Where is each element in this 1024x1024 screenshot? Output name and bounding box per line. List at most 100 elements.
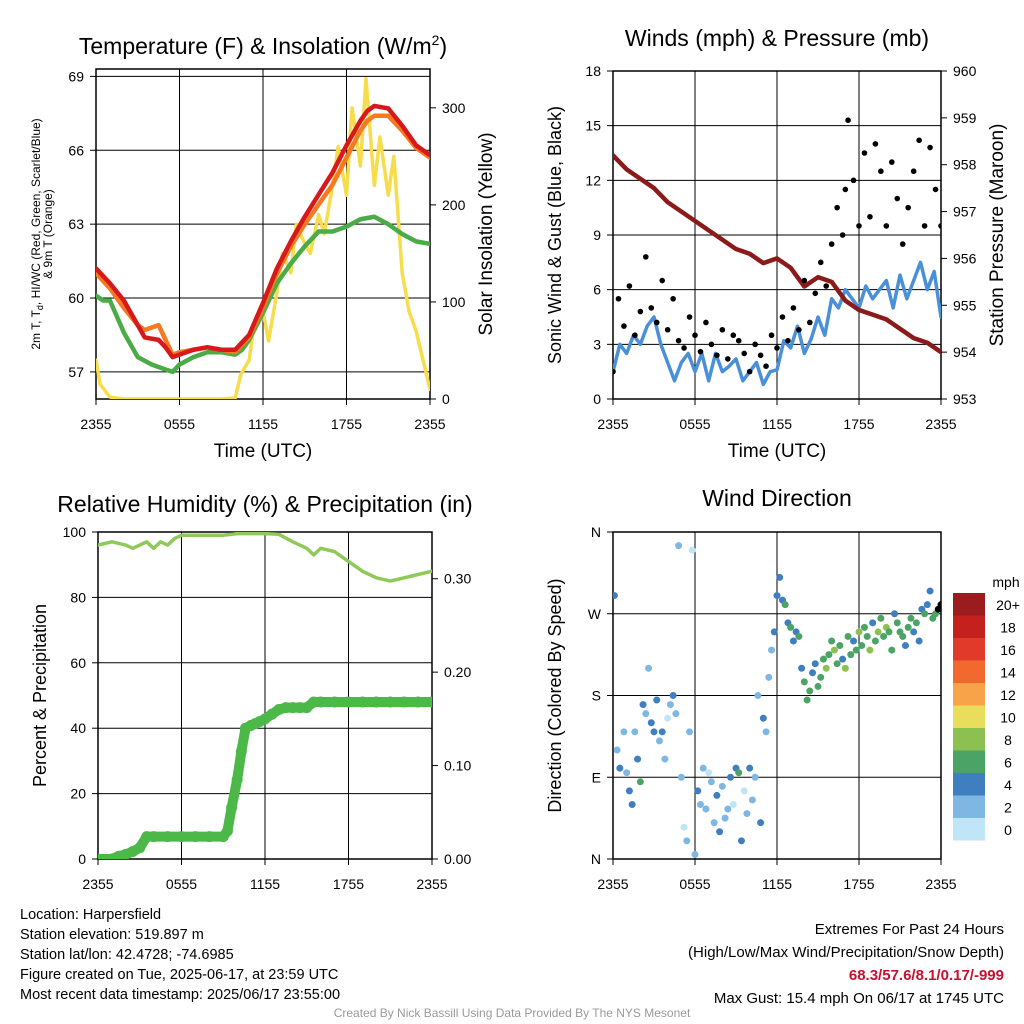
dir-direction-point: [680, 823, 688, 831]
wind-y2-tick-label: 954: [953, 344, 977, 360]
dir-direction-point: [822, 664, 830, 672]
wind-gust-point: [889, 159, 895, 165]
temp-y-tick-label: 63: [68, 216, 84, 232]
dir-direction-point: [765, 673, 773, 681]
dir-direction-point: [664, 714, 672, 722]
temp-y-tick-label: 66: [68, 142, 84, 158]
rh-y-axis-label: Percent & Precipitation: [30, 604, 50, 787]
wind-gust-point: [807, 319, 813, 326]
wind-gust-point: [643, 254, 649, 260]
temp-title-sup: 2: [432, 32, 440, 48]
dir-chart-title: Wind Direction: [702, 485, 852, 511]
wind-gust-point: [927, 144, 933, 151]
rh-y2-tick-label: 0.30: [444, 571, 471, 587]
dir-legend-label: 20+: [996, 597, 1020, 613]
wind-gust-point: [910, 168, 917, 175]
dir-direction-point: [729, 801, 737, 808]
dir-x-tick-label: 1755: [843, 876, 874, 892]
dir-x-tick-label: 0555: [679, 876, 710, 892]
dir-direction-point: [716, 828, 724, 836]
dir-legend-label: 12: [1000, 687, 1016, 703]
wind-y-tick-label: 12: [585, 172, 601, 188]
dir-legend-swatch: [953, 818, 985, 841]
wind-y2-axis-label: Station Pressure (Maroon): [987, 124, 1008, 347]
temp-title-close: ): [439, 33, 447, 59]
dir-direction-point: [650, 728, 658, 736]
wind-y2-tick-label: 953: [953, 391, 977, 407]
wind-gust-point: [867, 213, 873, 220]
dir-direction-point: [623, 769, 631, 777]
dir-direction-point: [921, 610, 929, 618]
dir-direction-point: [912, 619, 920, 627]
dir-direction-point: [789, 637, 797, 645]
dir-direction-point: [844, 632, 852, 640]
wind-gust-point: [681, 345, 687, 351]
wind-y-tick-label: 15: [585, 118, 601, 134]
dir-x-tick-label: 2355: [925, 876, 956, 892]
dir-direction-point: [798, 664, 806, 672]
dir-direction-point: [926, 587, 934, 595]
dir-direction-point: [855, 628, 863, 636]
temp-x-tick-label: 1155: [248, 416, 278, 432]
rh-x-tick-label: 1155: [250, 876, 280, 892]
dir-x-tick-label: 2355: [597, 876, 628, 892]
dir-y-tick-label: E: [592, 769, 601, 785]
dir-direction-point: [672, 710, 680, 718]
wind-gust-point: [932, 186, 939, 193]
temp-y-label-part-1: 2m T, T: [29, 309, 43, 349]
wind-gust-point: [938, 223, 941, 229]
wind-gust-point: [823, 283, 829, 289]
temp-plot-frame: [95, 68, 431, 400]
wind-gust-point: [653, 319, 660, 326]
dir-direction-point: [803, 696, 811, 704]
dir-direction-point: [800, 678, 808, 686]
dir-direction-point: [724, 805, 732, 813]
dir-direction-point: [661, 755, 669, 763]
wind-x-tick-label: 1155: [762, 416, 792, 432]
dir-direction-point: [858, 642, 866, 650]
wind-gust-point: [692, 332, 698, 339]
dir-legend-title: mph: [992, 574, 1019, 590]
dir-direction-point: [874, 628, 882, 636]
wind-gust-point: [921, 223, 928, 229]
dir-legend-label: 2: [1004, 800, 1012, 816]
dir-direction-point: [923, 601, 931, 609]
dir-legend-swatch: [953, 638, 985, 661]
wind-y-tick-label: 3: [593, 336, 601, 352]
dir-direction-point: [814, 682, 822, 690]
dir-direction-point: [901, 642, 909, 650]
dir-direction-point: [694, 787, 702, 795]
dir-direction-point: [705, 769, 713, 777]
dir-direction-point: [781, 601, 789, 609]
station-info: Location: Harpersfield Station elevation…: [20, 905, 340, 1005]
dir-legend-swatch: [953, 795, 985, 818]
dir-direction-point: [740, 787, 748, 795]
wind-gust-point: [916, 137, 922, 144]
temp-y-label-part-3: & 9m T (Orange): [41, 189, 55, 279]
wind-gust-point: [842, 186, 849, 193]
dir-direction-point: [699, 764, 707, 772]
dir-direction-point: [696, 801, 704, 808]
rh-precip-line: [98, 697, 432, 859]
wind-y2-tick-label: 958: [953, 157, 977, 173]
wind-gust-point: [834, 204, 840, 211]
dir-direction-point: [713, 791, 721, 799]
dir-legend-label: 0: [1004, 822, 1012, 838]
dir-direction-point: [721, 814, 729, 822]
wind-gust-point: [872, 141, 879, 147]
wind-gust-point: [714, 352, 720, 359]
wind-gust-point: [708, 341, 715, 348]
dir-legend-label: 18: [1000, 620, 1016, 636]
dir-direction-point: [787, 623, 795, 631]
dir-direction-point: [869, 619, 877, 627]
wind-y2-tick-label: 956: [953, 250, 977, 266]
wind-y2-tick-label: 957: [953, 204, 977, 220]
max-gust-text: Max Gust: 15.4 mph On 06/17 at 1745 UTC: [713, 990, 1004, 1007]
location-text: Location: Harpersfield: [20, 907, 162, 923]
temp-grid: [90, 69, 436, 405]
rh-x-tick-label: 0555: [166, 876, 197, 892]
wind-gust-point: [757, 352, 764, 359]
wind-gust-point: [817, 259, 824, 266]
dir-direction-point: [863, 632, 871, 640]
